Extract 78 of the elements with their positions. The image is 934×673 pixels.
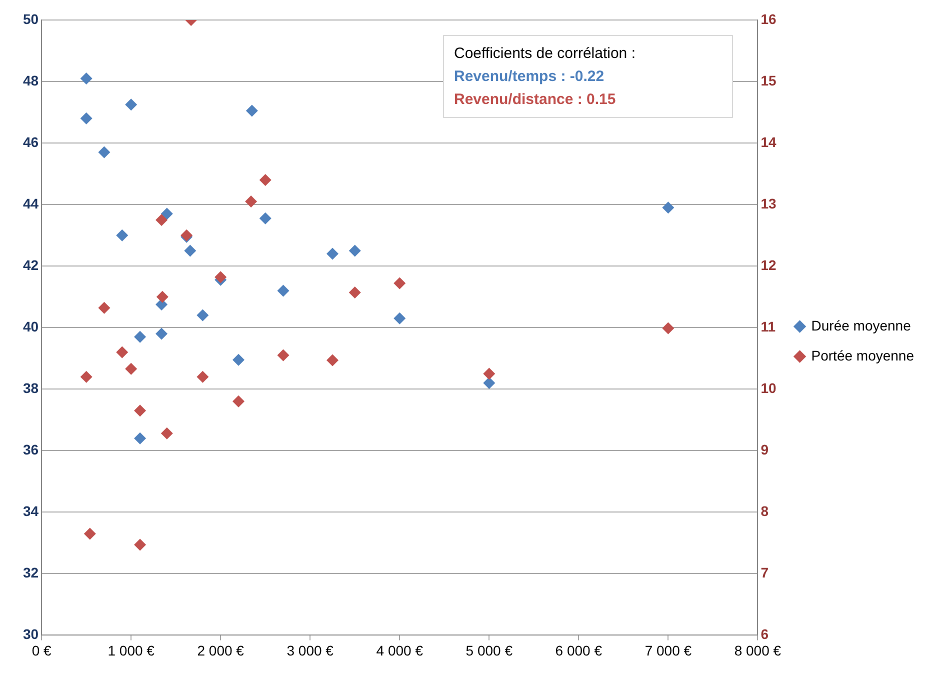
- y-tick-label: 44: [22, 195, 39, 212]
- point: [125, 362, 138, 375]
- point: [394, 277, 406, 290]
- point: [246, 104, 258, 117]
- point: [80, 112, 92, 124]
- y-tick-label: 36: [22, 442, 39, 458]
- y-tick-label: 46: [22, 134, 39, 150]
- point: [662, 202, 674, 214]
- x-tick-label: 1 000 €: [108, 642, 155, 658]
- y2-tick-label: 13: [760, 195, 776, 212]
- x-tick-label: 3 000 €: [286, 642, 334, 658]
- point: [326, 354, 338, 366]
- point: [483, 376, 496, 389]
- y-tick-label: 32: [22, 564, 39, 581]
- x-tick-label: 5 000 €: [466, 642, 513, 658]
- annotation: Coefficients de corrélation :: [454, 44, 636, 64]
- point: [134, 330, 146, 343]
- point: [160, 427, 173, 440]
- y-tick-label: 40: [22, 318, 39, 334]
- y2-tick-label: 11: [760, 318, 776, 334]
- y-tick-label: 34: [22, 503, 39, 520]
- point: [80, 72, 92, 84]
- point: [326, 248, 338, 260]
- y2-tick-label: 9: [760, 442, 769, 458]
- y-tick-label: 50: [22, 10, 39, 27]
- point: [98, 146, 110, 158]
- point: [156, 328, 168, 340]
- y2-tick-label: 8: [760, 503, 769, 520]
- point: [259, 212, 272, 224]
- legend-label: Durée moyenne: [811, 317, 912, 334]
- point: [80, 370, 92, 383]
- x-tick-label: 6 000 €: [555, 642, 602, 658]
- legend-label: Portée moyenne: [811, 347, 914, 364]
- point: [116, 346, 128, 358]
- annotation: Revenu/distance : 0.15: [454, 90, 617, 110]
- y2-tick-label: 7: [760, 564, 769, 581]
- point: [277, 284, 290, 297]
- point: [232, 395, 245, 408]
- point: [196, 370, 209, 383]
- y2-tick-label: 6: [760, 626, 769, 642]
- y2-tick-label: 12: [760, 256, 776, 273]
- point: [483, 368, 496, 380]
- y2-tick-label: 14: [760, 134, 776, 150]
- y2-tick-label: 15: [760, 72, 776, 88]
- y2-tick-label: 16: [760, 10, 776, 27]
- y-tick-label: 30: [22, 626, 39, 642]
- point: [214, 271, 227, 284]
- point: [277, 349, 290, 362]
- x-tick-label: 8 000 €: [734, 642, 782, 658]
- point: [394, 312, 406, 324]
- point: [662, 322, 674, 334]
- y-tick-label: 48: [22, 72, 39, 88]
- y-tick-label: 42: [22, 256, 39, 273]
- y-tick-label: 38: [22, 380, 39, 396]
- x-tick-label: 2 000 €: [197, 642, 244, 658]
- point: [348, 244, 361, 257]
- point: [245, 195, 258, 208]
- point: [134, 404, 146, 417]
- y2-tick-label: 10: [760, 380, 776, 396]
- point: [184, 244, 196, 257]
- point: [125, 98, 138, 111]
- text-box: Coefficients de corrélation : Revenu/temps : -0.22 Revenu/distance : 0.15: [443, 35, 733, 118]
- point: [98, 302, 110, 314]
- point: [156, 290, 168, 303]
- point: [134, 538, 146, 551]
- point: [348, 286, 361, 299]
- point: [259, 174, 272, 186]
- annotation: Revenu/temps : -0.22: [454, 67, 606, 87]
- point: [232, 354, 245, 366]
- point: [134, 432, 146, 444]
- point: [156, 214, 168, 226]
- point: [116, 229, 128, 242]
- x-tick-label: 0 €: [32, 642, 52, 658]
- point: [84, 528, 96, 540]
- x-tick-label: 7 000 €: [644, 642, 692, 658]
- point: [196, 309, 209, 322]
- x-tick-label: 4 000 €: [376, 642, 424, 658]
- point: [160, 208, 173, 220]
